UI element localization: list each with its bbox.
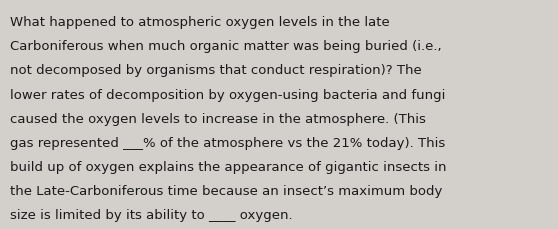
Text: size is limited by its ability to ____ oxygen.: size is limited by its ability to ____ o… bbox=[10, 208, 292, 221]
Text: Carboniferous when much organic matter was being buried (i.e.,: Carboniferous when much organic matter w… bbox=[10, 40, 442, 53]
Text: caused the oxygen levels to increase in the atmosphere. (This: caused the oxygen levels to increase in … bbox=[10, 112, 426, 125]
Text: gas represented ___% of the atmosphere vs the 21% today). This: gas represented ___% of the atmosphere v… bbox=[10, 136, 445, 149]
Text: not decomposed by organisms that conduct respiration)? The: not decomposed by organisms that conduct… bbox=[10, 64, 422, 77]
Text: the Late-Carboniferous time because an insect’s maximum body: the Late-Carboniferous time because an i… bbox=[10, 184, 442, 197]
Text: build up of oxygen explains the appearance of gigantic insects in: build up of oxygen explains the appearan… bbox=[10, 160, 446, 173]
Text: What happened to atmospheric oxygen levels in the late: What happened to atmospheric oxygen leve… bbox=[10, 16, 390, 29]
Text: lower rates of decomposition by oxygen-using bacteria and fungi: lower rates of decomposition by oxygen-u… bbox=[10, 88, 445, 101]
